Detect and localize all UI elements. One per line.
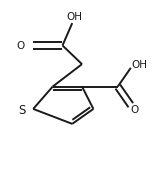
Text: OH: OH xyxy=(67,11,83,22)
Text: O: O xyxy=(16,41,24,51)
Text: O: O xyxy=(131,105,139,115)
Text: S: S xyxy=(18,104,26,117)
Text: OH: OH xyxy=(132,60,148,70)
